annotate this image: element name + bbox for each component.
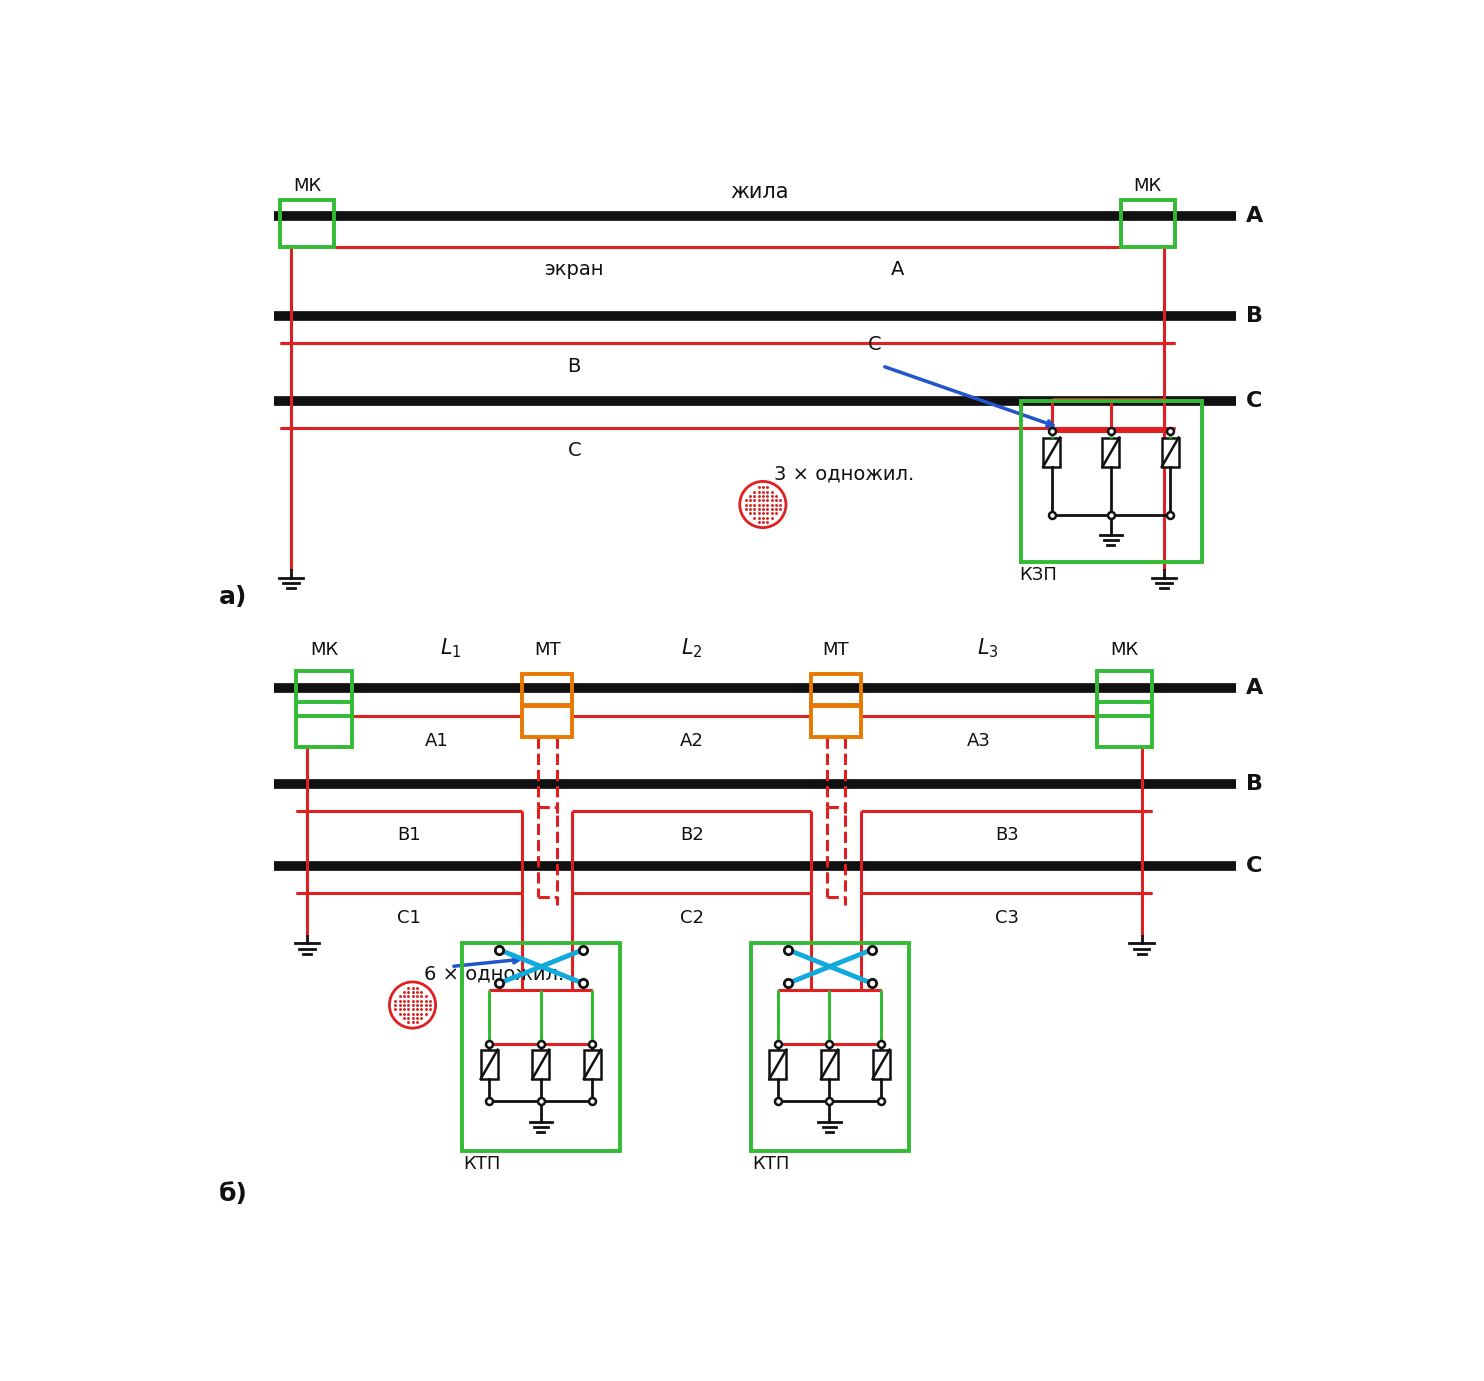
Text: 6 × одножил.: 6 × одножил. bbox=[424, 965, 564, 983]
Bar bbox=[810, 704, 861, 737]
Text: экран: экран bbox=[545, 261, 604, 279]
Bar bbox=[1103, 438, 1119, 467]
Text: А1: А1 bbox=[424, 732, 448, 750]
Bar bbox=[821, 1050, 838, 1079]
Text: C: C bbox=[1245, 856, 1261, 877]
Text: КЗП: КЗП bbox=[1020, 566, 1057, 584]
Text: КТП: КТП bbox=[463, 1155, 502, 1174]
Text: МК: МК bbox=[292, 177, 321, 195]
Text: МТ: МТ bbox=[822, 641, 849, 659]
Text: А: А bbox=[890, 261, 904, 279]
Bar bbox=[297, 671, 352, 715]
Text: A: A bbox=[1245, 206, 1263, 225]
Bar bbox=[751, 943, 908, 1152]
Bar bbox=[769, 1050, 787, 1079]
Text: С3: С3 bbox=[994, 909, 1018, 927]
Bar bbox=[533, 1050, 549, 1079]
Text: В3: В3 bbox=[994, 826, 1018, 844]
Text: В2: В2 bbox=[680, 826, 703, 844]
Bar bbox=[522, 674, 573, 706]
Bar bbox=[522, 704, 573, 737]
Text: В: В bbox=[567, 356, 580, 376]
Text: МК: МК bbox=[1110, 641, 1138, 659]
Bar bbox=[873, 1050, 889, 1079]
Bar bbox=[1021, 400, 1202, 562]
Text: В1: В1 bbox=[398, 826, 421, 844]
Text: МК: МК bbox=[1134, 177, 1162, 195]
Text: $L_2$: $L_2$ bbox=[681, 637, 702, 660]
Bar bbox=[462, 943, 620, 1152]
Bar bbox=[297, 703, 352, 747]
Text: B: B bbox=[1245, 305, 1263, 326]
Text: С2: С2 bbox=[680, 909, 703, 927]
Text: МК: МК bbox=[310, 641, 338, 659]
Text: $L_3$: $L_3$ bbox=[978, 637, 999, 660]
Text: С: С bbox=[567, 442, 582, 460]
Bar bbox=[810, 674, 861, 706]
Text: 3 × одножил.: 3 × одножил. bbox=[775, 464, 914, 483]
Bar bbox=[481, 1050, 497, 1079]
Text: С1: С1 bbox=[398, 909, 421, 927]
Text: B: B bbox=[1245, 773, 1263, 794]
Text: а): а) bbox=[218, 586, 246, 609]
Bar bbox=[1097, 671, 1153, 715]
Text: А2: А2 bbox=[680, 732, 703, 750]
Bar bbox=[583, 1050, 601, 1079]
Text: C: C bbox=[1245, 391, 1261, 410]
Text: МТ: МТ bbox=[534, 641, 561, 659]
Text: $L_1$: $L_1$ bbox=[441, 637, 462, 660]
Text: КТП: КТП bbox=[752, 1155, 789, 1174]
Text: жила: жила bbox=[730, 182, 788, 202]
Bar bbox=[280, 200, 334, 247]
Text: С: С bbox=[868, 336, 881, 355]
Text: A: A bbox=[1245, 678, 1263, 697]
Bar bbox=[1120, 200, 1175, 247]
Bar bbox=[1043, 438, 1060, 467]
Bar bbox=[1097, 703, 1153, 747]
Text: А3: А3 bbox=[968, 732, 991, 750]
Bar bbox=[1162, 438, 1178, 467]
Text: б): б) bbox=[218, 1182, 248, 1207]
